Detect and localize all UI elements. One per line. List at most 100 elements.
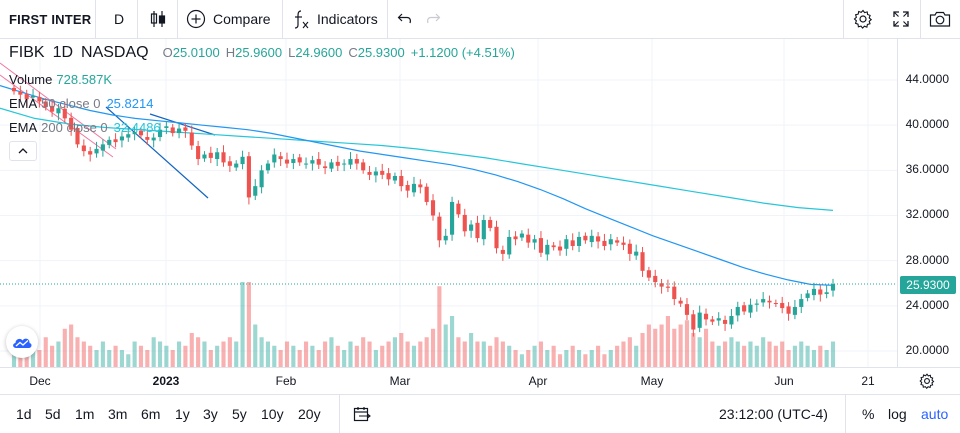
indicators-button[interactable]: Indicators xyxy=(292,0,378,38)
candle-body xyxy=(157,129,163,138)
candle-body xyxy=(488,220,493,228)
volume-bar xyxy=(564,350,569,367)
redo-button[interactable] xyxy=(415,0,451,38)
candle-body xyxy=(761,299,766,303)
volume-bar xyxy=(234,341,239,367)
range-button-1y[interactable]: 1y xyxy=(175,406,190,422)
fullscreen-button[interactable] xyxy=(883,0,919,38)
volume-bar xyxy=(608,350,613,367)
go-to-date-button[interactable] xyxy=(353,395,371,433)
range-button-5y[interactable]: 5y xyxy=(232,406,247,422)
volume-bar xyxy=(386,341,391,367)
range-button-1m[interactable]: 1m xyxy=(75,406,95,422)
volume-bar xyxy=(354,345,359,367)
candle-body xyxy=(380,170,385,175)
legend-volume[interactable]: Volume 728.587K xyxy=(9,72,112,87)
volume-bar xyxy=(621,341,626,367)
candle-body xyxy=(37,96,42,102)
time-axis[interactable]: Dec 2023 Feb Mar Apr May Jun 21 xyxy=(0,367,960,394)
candle-body xyxy=(538,238,544,253)
volume-bar xyxy=(399,333,404,367)
candle-body xyxy=(100,144,105,151)
candle-body xyxy=(11,87,17,92)
compare-button[interactable]: Compare xyxy=(186,0,271,38)
volume-bar xyxy=(443,324,448,367)
percent-scale-toggle[interactable]: % xyxy=(862,406,875,422)
legend-open-value: 25.0100 xyxy=(172,45,220,60)
chart-type-button[interactable] xyxy=(140,0,176,38)
toolbar-divider xyxy=(845,395,846,433)
volume-bar xyxy=(545,350,550,367)
range-button-3m[interactable]: 3m xyxy=(108,406,128,422)
candle-body xyxy=(437,216,442,241)
candle-body xyxy=(513,236,518,240)
volume-bar xyxy=(170,350,175,367)
volume-bar xyxy=(37,350,42,367)
range-button-1d[interactable]: 1d xyxy=(16,406,32,422)
candle-body xyxy=(678,300,683,304)
candle-body xyxy=(589,235,594,243)
legend-collapse-button[interactable] xyxy=(9,141,37,161)
volume-bar xyxy=(202,341,207,367)
log-scale-toggle[interactable]: log xyxy=(888,406,907,422)
volume-bar xyxy=(773,345,778,367)
time-tick: Jun xyxy=(774,374,794,388)
legend-ema200[interactable]: EMA 200 close 0 32.4486 xyxy=(9,120,161,135)
legend-close-key: C xyxy=(348,45,358,60)
candle-body xyxy=(119,136,124,141)
screenshot-button[interactable] xyxy=(922,0,958,38)
interval-selector[interactable]: D xyxy=(113,11,125,27)
range-button-3y[interactable]: 3y xyxy=(203,406,218,422)
candle-body xyxy=(170,127,175,134)
candle-body xyxy=(551,245,556,248)
axis-settings-button[interactable] xyxy=(919,373,935,394)
volume-bar xyxy=(469,333,474,367)
volume-bar xyxy=(316,350,321,367)
price-tick: 36.0000 xyxy=(905,162,949,176)
volume-bar xyxy=(278,350,283,367)
candle-body xyxy=(18,91,23,95)
compare-label: Compare xyxy=(213,11,271,27)
price-axis[interactable]: 44.0000 40.0000 36.0000 32.0000 28.0000 … xyxy=(897,39,960,367)
volume-bar xyxy=(265,341,271,367)
legend-main-series[interactable]: FIBK 1D NASDAQ O 25.0100 H 25.9600 L 24.… xyxy=(9,44,515,62)
candle-body xyxy=(767,300,772,303)
settings-button[interactable] xyxy=(845,0,881,38)
tradingview-logo[interactable] xyxy=(6,326,38,358)
volume-bar xyxy=(164,345,169,367)
candle-body xyxy=(151,137,156,141)
volume-bar xyxy=(69,324,74,367)
volume-bar xyxy=(576,350,582,367)
symbol-search-input[interactable]: FIRST INTERSTATE BANCSYSTEM xyxy=(9,11,92,27)
volume-bar xyxy=(513,350,518,367)
trend-line xyxy=(149,113,216,136)
volume-bar xyxy=(627,337,632,367)
range-button-5d[interactable]: 5d xyxy=(45,406,61,422)
volume-bar xyxy=(488,345,493,367)
candle-body xyxy=(824,292,829,294)
candle-body xyxy=(596,236,601,242)
volume-bar xyxy=(30,341,36,367)
volume-bar xyxy=(653,328,658,367)
range-button-20y[interactable]: 20y xyxy=(298,406,321,422)
volume-bar xyxy=(177,341,182,367)
legend-ema50[interactable]: EMA 50 close 0 25.8214 xyxy=(9,96,153,111)
volume-bar xyxy=(24,354,29,367)
candle-body xyxy=(145,137,150,140)
legend-low-value: 24.9600 xyxy=(295,45,343,60)
candle-body xyxy=(799,299,804,307)
volume-bar xyxy=(215,345,220,367)
auto-scale-toggle[interactable]: auto xyxy=(921,406,949,422)
candle-body xyxy=(303,163,309,165)
undo-button[interactable] xyxy=(387,0,423,38)
time-tick: 21 xyxy=(861,374,875,388)
candle-body xyxy=(672,286,677,300)
volume-bar xyxy=(748,341,753,367)
chart-pane[interactable] xyxy=(0,39,897,367)
range-button-6m[interactable]: 6m xyxy=(141,406,161,422)
price-chart[interactable] xyxy=(0,39,897,367)
clock-timezone[interactable]: 23:12:00 (UTC-4) xyxy=(719,406,828,422)
volume-bar xyxy=(818,345,823,367)
range-button-10y[interactable]: 10y xyxy=(261,406,284,422)
volume-bar xyxy=(507,345,512,367)
